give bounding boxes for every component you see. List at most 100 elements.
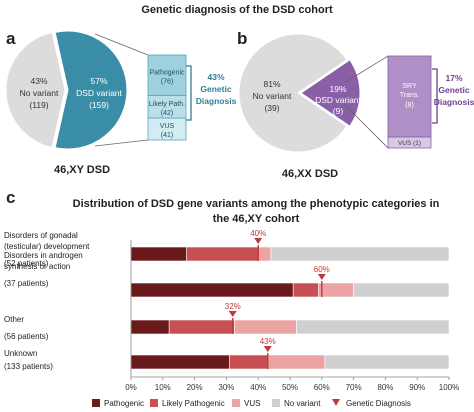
panel-b-breakdown-count: (8) (405, 102, 414, 109)
genetic-diagnosis-marker (263, 346, 272, 352)
legend-label: Likely Pathogenic (162, 399, 225, 408)
pie-a-dsd-variant-pct: 57% (90, 76, 107, 86)
genetic-diagnosis-marker (254, 238, 263, 244)
panel-b-breakdown-label: SRY (402, 83, 417, 90)
panel-a-connector-top (94, 33, 149, 56)
figure-title: Genetic diagnosis of the DSD cohort (141, 4, 333, 16)
bar-segment-pathogenic (130, 282, 294, 298)
panel-c-title-line1: Distribution of DSD gene variants among … (73, 198, 440, 210)
category-label: Disorders in androgen (4, 251, 83, 260)
legend-swatch (92, 399, 100, 407)
panel-b-diagnosis-label: Diagnosis (434, 97, 474, 107)
panel-c-bar-chart: c Distribution of DSD gene variants amon… (4, 188, 459, 408)
panel-b-genetic-pct: 17% (445, 73, 462, 83)
panel-a-connector-bottom (94, 139, 149, 147)
panel-c-title-line2: the 46,XY cohort (213, 213, 300, 225)
panel-a-genetic-label: Genetic (200, 84, 231, 94)
bar-segment-likely-pathogenic (186, 246, 259, 262)
panel-b-breakdown-segment (387, 55, 432, 138)
panel-a-letter: a (6, 29, 16, 48)
panel-a-pie-chart: a 43%No variant(119)57%DSD variant(159) … (5, 29, 237, 176)
panel-b-connector-bottom (343, 103, 389, 149)
panel-b-breakdown-segment (387, 136, 432, 149)
x-tick-label: 50% (282, 383, 298, 392)
bar-segment-vus (257, 246, 272, 262)
genetic-diagnosis-label: 60% (314, 265, 330, 274)
bar-segment-likely-pathogenic (168, 319, 235, 335)
panel-b-caption: 46,XX DSD (282, 168, 338, 180)
genetic-diagnosis-marker (228, 311, 237, 317)
panel-b-connector-top (343, 55, 389, 84)
pie-b-dsd-variant-pct: 19% (329, 84, 346, 94)
bar-segment-no-variant (296, 319, 450, 335)
panel-a-bracket (186, 65, 192, 121)
pie-a-no-variant-label: No variant (20, 88, 59, 98)
bar-segment-pathogenic (130, 354, 230, 370)
panel-b-bracket (432, 68, 438, 124)
legend-label: Genetic Diagnosis (346, 399, 411, 408)
panel-a-breakdown-count: (76) (161, 78, 173, 85)
panel-a-breakdown-label: VUS (160, 123, 175, 130)
bar-segment-vus (267, 354, 326, 370)
genetic-diagnosis-label: 32% (225, 302, 241, 311)
category-label: (133 patients) (4, 362, 53, 371)
panel-a-breakdown-label: Likely Path. (149, 101, 185, 108)
x-tick-label: 0% (125, 383, 137, 392)
panel-a-diagnosis-label: Diagnosis (196, 96, 237, 106)
pie-a-no-variant-count: (119) (29, 100, 48, 110)
legend-swatch (232, 399, 240, 407)
panel-a-breakdown-segment (147, 54, 187, 97)
bar-segment-vus (318, 282, 354, 298)
category-label: Disorders of gonadal (4, 231, 78, 240)
bar-segment-no-variant (353, 282, 450, 298)
category-label: (56 patients) (4, 332, 49, 341)
bar-segment-pathogenic (130, 246, 187, 262)
bar-segment-pathogenic (130, 319, 170, 335)
category-label: (52 patients) (4, 259, 49, 268)
panel-a-breakdown-segment (147, 117, 187, 141)
pie-b-slice-no-variant (238, 33, 348, 153)
panel-a-caption: 46,XY DSD (54, 164, 110, 176)
bar-segment-likely-pathogenic (292, 282, 319, 298)
category-label: (testicular) development (4, 242, 90, 251)
bar-segment-no-variant (270, 246, 450, 262)
pie-a-dsd-variant-label: DSD variant (76, 88, 122, 98)
x-tick-label: 90% (409, 383, 425, 392)
panel-c-letter: c (6, 188, 15, 207)
x-tick-label: 80% (377, 383, 393, 392)
panel-a-breakdown-label: Pathogenic (149, 69, 185, 76)
pie-b-no-variant-label: No variant (253, 91, 292, 101)
panel-a-genetic-pct: 43% (207, 72, 224, 82)
pie-b-no-variant-count: (39) (264, 103, 279, 113)
genetic-diagnosis-label: 43% (260, 337, 276, 346)
x-tick-label: 20% (187, 383, 203, 392)
genetic-diagnosis-label: 40% (250, 229, 266, 238)
pie-b-dsd-variant-count: (9) (333, 106, 344, 116)
legend-swatch (272, 399, 280, 407)
bar-segment-likely-pathogenic (229, 354, 269, 370)
panel-b-breakdown-label2: Trans. (400, 92, 420, 99)
panel-b-pie-chart: b 81% No variant (39) 19%DSD variant(9) SRY… (237, 29, 474, 180)
panel-a-breakdown-count: (41) (161, 132, 173, 139)
x-tick-label: 40% (250, 383, 266, 392)
pie-b-no-variant-pct: 81% (263, 79, 280, 89)
legend-marker-genetic-diagnosis (332, 399, 340, 406)
category-label: synthesis or action (4, 262, 70, 271)
x-tick-label: 100% (439, 383, 459, 392)
category-label: Unknown (4, 349, 37, 358)
pie-a-no-variant-pct: 43% (30, 76, 47, 86)
panel-b-letter: b (237, 29, 247, 48)
legend-label: Pathogenic (104, 399, 144, 408)
x-tick-label: 70% (346, 383, 362, 392)
x-tick-label: 60% (314, 383, 330, 392)
pie-a-slice-dsd-variant (54, 30, 128, 150)
panel-b-genetic-label: Genetic (438, 85, 469, 95)
bar-segment-vus (234, 319, 297, 335)
genetic-diagnosis-marker (317, 274, 326, 280)
legend-label: VUS (244, 399, 260, 408)
pie-b-dsd-variant-label: DSD variant (315, 95, 361, 105)
pie-a-dsd-variant-count: (159) (89, 100, 109, 110)
x-tick-label: 30% (218, 383, 234, 392)
panel-a-breakdown-count: (42) (161, 110, 173, 117)
